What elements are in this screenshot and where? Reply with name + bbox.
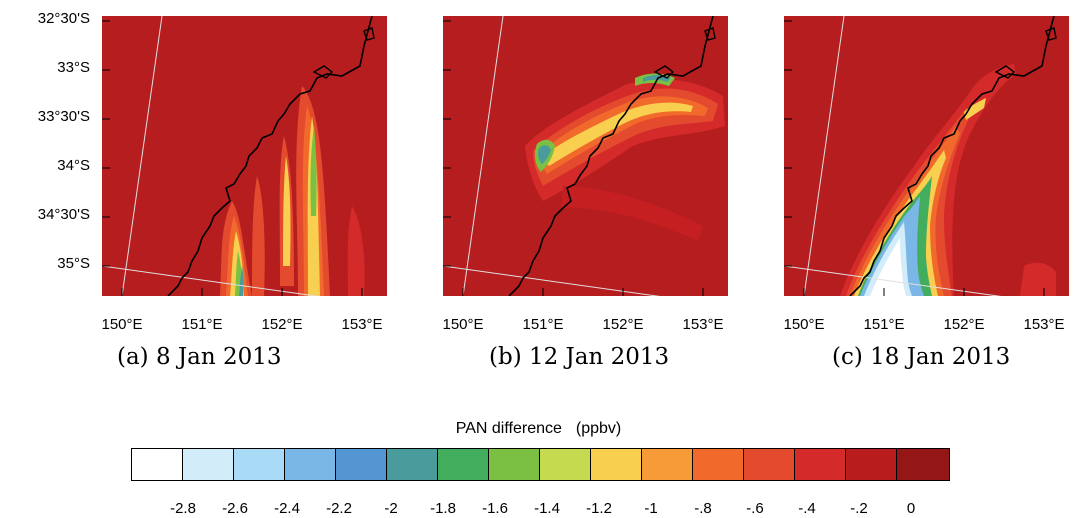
grid-line <box>121 16 163 296</box>
y-tick-label: 34°30'S <box>37 206 90 223</box>
x-tick-label: 151°E <box>181 316 223 333</box>
plume-weak <box>347 206 365 296</box>
coastline <box>849 16 1055 296</box>
grid-line <box>784 265 1002 296</box>
map-c-svg <box>784 16 1069 296</box>
colorbar-unit: (ppbv) <box>575 420 622 437</box>
grid-line <box>102 265 320 296</box>
y-tick-label: 35°S <box>57 255 90 272</box>
x-tick-label: 153°E <box>1023 316 1065 333</box>
x-tick-label: 151°E <box>522 316 564 333</box>
plume-inner <box>283 156 291 266</box>
grid-line <box>462 16 504 296</box>
coastline-inlet <box>653 65 675 79</box>
coastline <box>167 16 373 296</box>
colorbar-label: -.2 <box>850 500 868 517</box>
colorbar-title-text: PAN difference <box>455 420 562 437</box>
colorbar <box>131 448 950 481</box>
colorbar-cell <box>744 449 795 480</box>
colorbar-cell <box>642 449 693 480</box>
colorbar-label: -1 <box>644 500 658 517</box>
colorbar-cell <box>795 449 846 480</box>
colorbar-cell <box>489 449 540 480</box>
plume-core-deep <box>239 266 244 296</box>
coastline-inlet <box>312 65 334 79</box>
x-tick-label: 150°E <box>442 316 484 333</box>
y-tick-label: 34°S <box>57 157 90 174</box>
x-tick-label: 152°E <box>943 316 985 333</box>
plume-outer <box>252 176 265 296</box>
colorbar-label: -2 <box>384 500 398 517</box>
y-tick-label: 32°30'S <box>37 10 90 27</box>
colorbar-label: -2.4 <box>274 500 300 517</box>
colorbar-label: 0 <box>906 500 916 517</box>
panel-caption-b: (b) 12 Jan 2013 <box>489 344 670 370</box>
map-panel-a <box>102 16 387 296</box>
coastline-inlet <box>363 27 375 41</box>
panel-caption-a: (a) 8 Jan 2013 <box>117 344 282 370</box>
map-a-svg <box>102 16 387 296</box>
x-tick-label: 150°E <box>101 316 143 333</box>
colorbar-cell <box>285 449 336 480</box>
colorbar-cell <box>693 449 744 480</box>
colorbar-label: -1.4 <box>534 500 560 517</box>
colorbar-label: -2.8 <box>170 500 196 517</box>
colorbar-cell <box>336 449 387 480</box>
plume-weak <box>1020 262 1056 296</box>
x-tick-label: 153°E <box>341 316 383 333</box>
panel-caption-c: (c) 18 Jan 2013 <box>832 344 1011 370</box>
map-b-svg <box>443 16 728 296</box>
colorbar-cell <box>438 449 489 480</box>
colorbar-cell <box>897 449 949 480</box>
colorbar-title: PAN difference (ppbv) <box>0 420 1077 438</box>
plume-core-deep <box>538 145 551 164</box>
map-panel-c <box>784 16 1069 296</box>
colorbar-label: -1.6 <box>482 500 508 517</box>
plume-inner <box>539 96 708 174</box>
plume-core <box>543 102 693 166</box>
colorbar-label: -.8 <box>694 500 712 517</box>
colorbar-label: -2.2 <box>326 500 352 517</box>
coastline-inlet <box>994 65 1016 79</box>
x-tick-label: 152°E <box>602 316 644 333</box>
colorbar-cell <box>846 449 897 480</box>
grid-line <box>443 265 661 296</box>
map-panel-b <box>443 16 728 296</box>
y-tick-label: 33°30'S <box>37 108 90 125</box>
y-tick-label: 33°S <box>57 59 90 76</box>
colorbar-cell <box>387 449 438 480</box>
grid-line <box>803 16 845 296</box>
colorbar-cell <box>591 449 642 480</box>
colorbar-label: -.6 <box>746 500 764 517</box>
x-tick-label: 150°E <box>783 316 825 333</box>
colorbar-label: -1.8 <box>430 500 456 517</box>
x-tick-label: 153°E <box>682 316 724 333</box>
coastline <box>508 16 714 296</box>
colorbar-cell <box>540 449 591 480</box>
x-tick-label: 151°E <box>863 316 905 333</box>
colorbar-label: -.4 <box>798 500 816 517</box>
colorbar-cell <box>132 449 183 480</box>
colorbar-label: -2.6 <box>222 500 248 517</box>
plume-weak <box>561 186 703 241</box>
colorbar-cell <box>183 449 234 480</box>
colorbar-label: -1.2 <box>586 500 612 517</box>
coastline-inlet <box>1045 27 1057 41</box>
plume-core <box>310 126 317 216</box>
coastline-inlet <box>704 27 716 41</box>
plume-core <box>964 98 986 120</box>
x-tick-label: 152°E <box>261 316 303 333</box>
colorbar-cell <box>234 449 285 480</box>
field-background <box>102 16 387 296</box>
